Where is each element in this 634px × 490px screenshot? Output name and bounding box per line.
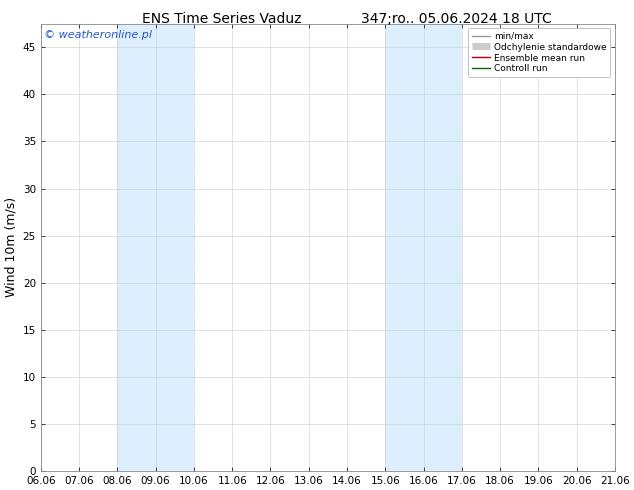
Legend: min/max, Odchylenie standardowe, Ensemble mean run, Controll run: min/max, Odchylenie standardowe, Ensembl… xyxy=(468,28,611,77)
Text: 347;ro.. 05.06.2024 18 UTC: 347;ro.. 05.06.2024 18 UTC xyxy=(361,12,552,26)
Text: ENS Time Series Vaduz: ENS Time Series Vaduz xyxy=(142,12,302,26)
Bar xyxy=(385,24,462,471)
Bar xyxy=(117,24,194,471)
Y-axis label: Wind 10m (m/s): Wind 10m (m/s) xyxy=(4,197,17,297)
Text: © weatheronline.pl: © weatheronline.pl xyxy=(44,30,152,41)
